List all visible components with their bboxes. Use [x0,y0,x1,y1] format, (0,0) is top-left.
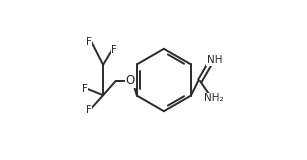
Text: F: F [86,105,91,115]
Text: O: O [126,74,135,87]
Text: F: F [86,37,91,47]
Text: F: F [82,84,87,94]
Text: NH: NH [207,55,222,65]
Text: F: F [111,45,117,55]
Text: NH₂: NH₂ [204,93,224,103]
